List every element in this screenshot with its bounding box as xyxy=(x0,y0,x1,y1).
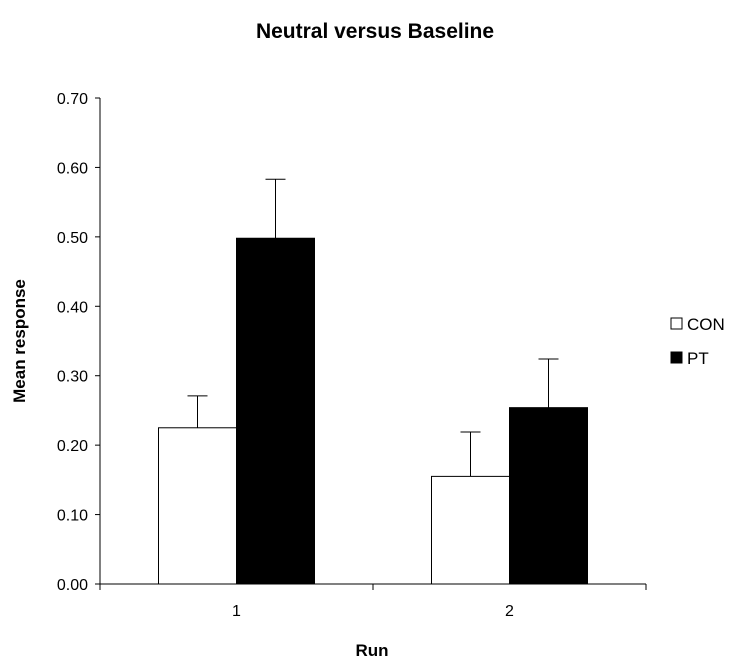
y-tick-label: 0.10 xyxy=(57,508,88,525)
x-axis-title: Run xyxy=(355,641,388,660)
legend-label-pt: PT xyxy=(687,349,709,368)
chart-title: Neutral versus Baseline xyxy=(256,20,494,43)
y-axis-title: Mean response xyxy=(10,279,29,403)
bar-con-run-1 xyxy=(158,427,237,585)
bar-pt-run-2 xyxy=(509,407,588,585)
y-axis: 0.00 0.10 0.20 0.30 0.40 0.50 0.60 0.70 xyxy=(57,91,101,594)
y-tick-label: 0.00 xyxy=(57,577,88,594)
y-tick-label: 0.50 xyxy=(57,230,88,247)
bars-group xyxy=(158,237,588,585)
y-tick-label: 0.20 xyxy=(57,438,88,455)
x-tick-label: 2 xyxy=(505,603,514,620)
legend: CON PT xyxy=(670,315,725,368)
legend-swatch-con xyxy=(670,317,683,330)
x-tick-label: 1 xyxy=(232,603,241,620)
error-bars-group xyxy=(187,178,559,477)
legend-label-con: CON xyxy=(687,315,725,334)
y-tick-label: 0.60 xyxy=(57,160,88,177)
y-tick-label: 0.70 xyxy=(57,91,88,108)
y-tick-label: 0.40 xyxy=(57,299,88,316)
bar-con-run-2 xyxy=(431,475,510,585)
y-tick-label: 0.30 xyxy=(57,369,88,386)
legend-swatch-pt xyxy=(670,351,683,364)
bar-pt-run-1 xyxy=(236,237,315,585)
